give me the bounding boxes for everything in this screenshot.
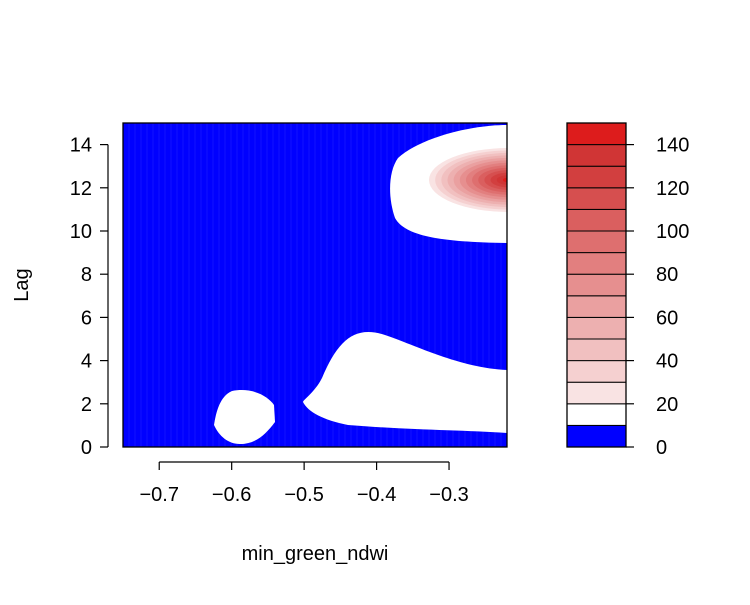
x-axis: −0.7 −0.6 −0.5 −0.4 −0.3 [139,461,469,506]
colorbar-tick-label: 120 [656,178,689,200]
y-tick-label: 12 [70,178,92,200]
contour-level [496,175,507,185]
x-tick-label: −0.3 [429,484,468,506]
colorbar-swatch [566,338,627,362]
x-tick-label: −0.7 [139,484,178,506]
colorbar-tick-label: 20 [656,394,678,416]
colorbar-swatch [566,424,627,448]
y-axis-label: Lag [11,268,33,301]
level-region-lower-left [214,390,275,444]
plot-frame [122,122,508,448]
colorbar-swatch [566,316,627,340]
colorbar-swatch [566,230,627,254]
x-tick-label: −0.6 [212,484,251,506]
contour-level [502,177,507,183]
contour-level [490,172,507,188]
y-tick-label: 10 [70,221,92,243]
colorbar-swatch [566,208,627,232]
colorbar-tick-label: 80 [656,264,678,286]
colorbar-swatch [566,295,627,318]
colorbar-swatch [566,360,627,383]
colorbar-swatch [566,187,627,210]
colorbar-tick-label: 60 [656,307,678,329]
colorbar-tick-label: 0 [656,437,667,459]
colorbar-swatch [566,273,627,297]
y-tick-label: 0 [81,437,92,459]
colorbar-tick-label: 140 [656,135,689,157]
colorbar-tick-label: 100 [656,221,689,243]
y-axis: 0 2 4 6 8 10 12 14 [70,135,109,459]
x-axis-label: min_green_ndwi [242,543,389,565]
colorbar-frame [566,122,627,448]
x-tick-label: −0.5 [284,484,323,506]
colorbar-swatch [566,252,627,275]
x-tick-label: −0.4 [357,484,396,506]
colorbar-swatch [566,144,627,167]
colorbar-swatch [566,165,627,189]
plot-area [123,123,507,447]
y-tick-label: 4 [81,351,92,373]
colorbar-swatch [566,403,627,426]
y-tick-label: 6 [81,307,92,329]
red-gradient-contours [429,148,507,212]
colorbar-tick-label: 40 [656,351,678,373]
colorbar-swatch [566,122,627,146]
y-tick-label: 8 [81,264,92,286]
level-region-lower-right [303,331,507,433]
colorbar-swatch [566,381,627,405]
colorbar: 0 20 40 60 80 100 120 140 [566,122,689,459]
y-tick-label: 2 [81,394,92,416]
y-tick-label: 14 [70,135,92,157]
